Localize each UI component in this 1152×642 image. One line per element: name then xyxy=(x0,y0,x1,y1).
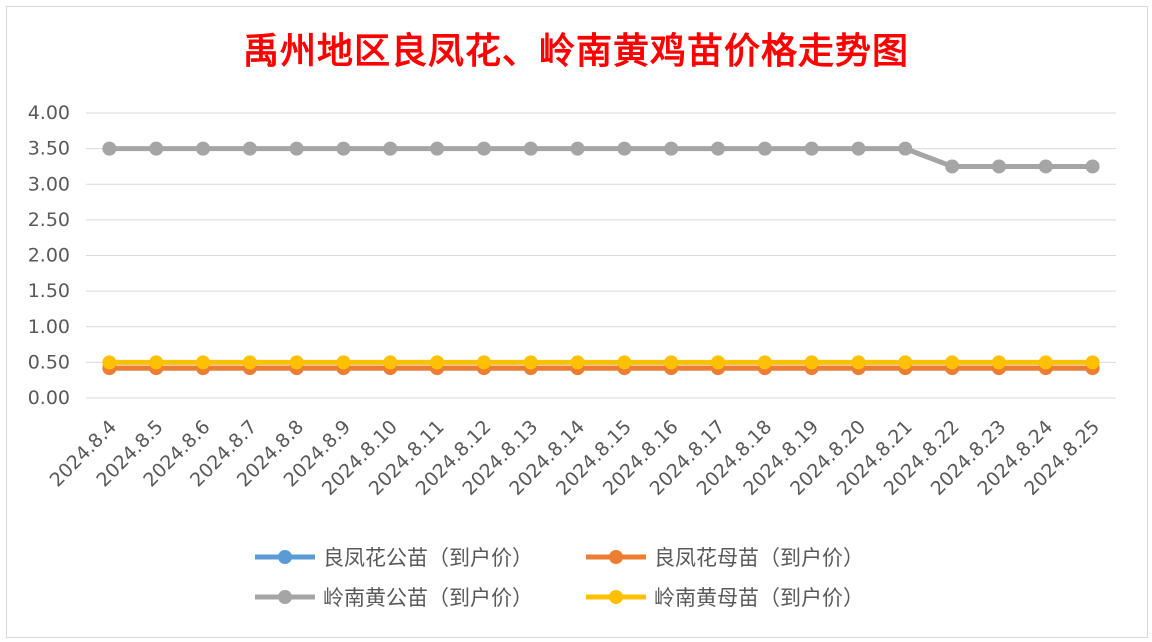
data-point[interactable] xyxy=(757,355,772,370)
data-point[interactable] xyxy=(196,141,211,156)
legend: 良凤花公苗（到户价） 良凤花母苗（到户价） 岭南黄公苗（到户价） 岭南黄母苗（到户价） xyxy=(255,546,864,610)
data-point[interactable] xyxy=(523,141,538,156)
y-tick-label: 1.00 xyxy=(28,316,70,338)
x-axis-tick-labels: 2024.8.42024.8.52024.8.62024.8.72024.8.8… xyxy=(46,416,1105,500)
legend-marker-icon xyxy=(609,590,623,604)
legend-entry[interactable]: 岭南黄母苗（到户价） xyxy=(586,586,864,610)
legend-label: 岭南黄母苗（到户价） xyxy=(654,586,864,610)
chart-area[interactable] xyxy=(6,6,1148,638)
y-tick-label: 4.00 xyxy=(28,102,70,124)
y-tick-label: 2.00 xyxy=(28,245,70,267)
data-point[interactable] xyxy=(289,355,304,370)
y-tick-label: 3.50 xyxy=(28,138,70,160)
chart-title: 禹州地区良凤花、岭南黄鸡苗价格走势图 xyxy=(242,30,909,72)
data-point[interactable] xyxy=(383,141,398,156)
series-lines xyxy=(102,141,1100,376)
data-point[interactable] xyxy=(991,159,1006,174)
legend-label: 良凤花公苗（到户价） xyxy=(323,546,533,570)
data-point[interactable] xyxy=(430,141,445,156)
data-point[interactable] xyxy=(523,355,538,370)
data-point[interactable] xyxy=(851,141,866,156)
gridlines xyxy=(86,112,1116,399)
data-point[interactable] xyxy=(383,355,398,370)
data-point[interactable] xyxy=(851,355,866,370)
data-point[interactable] xyxy=(757,141,772,156)
data-point[interactable] xyxy=(102,355,117,370)
data-point[interactable] xyxy=(570,355,585,370)
data-point[interactable] xyxy=(149,355,164,370)
data-point[interactable] xyxy=(711,355,726,370)
legend-entry[interactable]: 岭南黄公苗（到户价） xyxy=(255,586,533,610)
data-point[interactable] xyxy=(945,355,960,370)
data-point[interactable] xyxy=(617,141,632,156)
data-point[interactable] xyxy=(570,141,585,156)
data-point[interactable] xyxy=(804,355,819,370)
data-point[interactable] xyxy=(804,141,819,156)
y-axis-tick-labels: 0.00 0.50 1.00 1.50 2.00 2.50 3.00 3.50 4.00 xyxy=(28,102,70,409)
data-point[interactable] xyxy=(242,355,257,370)
data-point[interactable] xyxy=(617,355,632,370)
data-point[interactable] xyxy=(336,141,351,156)
y-tick-label: 1.50 xyxy=(28,280,70,302)
data-point[interactable] xyxy=(430,355,445,370)
data-point[interactable] xyxy=(289,141,304,156)
y-tick-label: 3.00 xyxy=(28,173,70,195)
legend-label: 良凤花母苗（到户价） xyxy=(654,546,864,570)
data-point[interactable] xyxy=(898,355,913,370)
legend-marker-icon xyxy=(278,590,292,604)
legend-marker-icon xyxy=(609,550,623,564)
data-point[interactable] xyxy=(476,141,491,156)
data-point[interactable] xyxy=(476,355,491,370)
data-point[interactable] xyxy=(711,141,726,156)
series-line[interactable] xyxy=(109,146,1093,169)
legend-entry[interactable]: 良凤花母苗（到户价） xyxy=(586,546,864,570)
data-point[interactable] xyxy=(1085,355,1100,370)
data-point[interactable] xyxy=(196,355,211,370)
data-point[interactable] xyxy=(945,159,960,174)
data-point[interactable] xyxy=(1085,159,1100,174)
data-point[interactable] xyxy=(664,355,679,370)
data-point[interactable] xyxy=(336,355,351,370)
data-point[interactable] xyxy=(102,141,117,156)
legend-entry[interactable]: 良凤花公苗（到户价） xyxy=(255,546,533,570)
series-4[interactable] xyxy=(102,355,1100,370)
data-point[interactable] xyxy=(898,141,913,156)
data-point[interactable] xyxy=(991,355,1006,370)
data-point[interactable] xyxy=(242,141,257,156)
legend-marker-icon xyxy=(278,550,292,564)
y-tick-label: 0.00 xyxy=(28,387,70,409)
y-tick-label: 2.50 xyxy=(28,209,70,231)
y-tick-label: 0.50 xyxy=(28,351,70,373)
data-point[interactable] xyxy=(664,141,679,156)
legend-label: 岭南黄公苗（到户价） xyxy=(323,586,533,610)
data-point[interactable] xyxy=(1038,355,1053,370)
series-3[interactable] xyxy=(102,141,1100,174)
data-point[interactable] xyxy=(149,141,164,156)
data-point[interactable] xyxy=(1038,159,1053,174)
